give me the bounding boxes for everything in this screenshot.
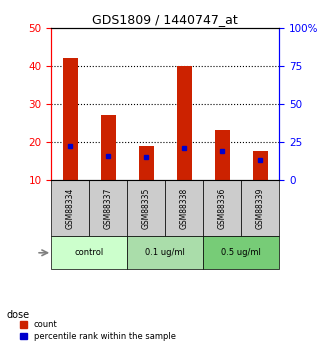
Bar — [241, 180, 279, 236]
Bar — [215, 130, 230, 180]
Bar — [165, 180, 203, 236]
Bar — [101, 115, 116, 180]
Bar — [253, 151, 268, 180]
Bar — [139, 146, 154, 180]
Text: GSM88339: GSM88339 — [256, 187, 265, 229]
Legend: count, percentile rank within the sample: count, percentile rank within the sample — [17, 317, 179, 344]
Bar — [63, 58, 78, 180]
Text: 0.5 ug/ml: 0.5 ug/ml — [221, 248, 261, 257]
Bar — [89, 180, 127, 236]
Text: GSM88335: GSM88335 — [142, 187, 151, 229]
Text: GSM88338: GSM88338 — [180, 188, 189, 229]
Bar — [51, 180, 89, 236]
Bar — [203, 236, 279, 269]
Text: 0.1 ug/ml: 0.1 ug/ml — [145, 248, 185, 257]
Title: GDS1809 / 1440747_at: GDS1809 / 1440747_at — [92, 13, 238, 27]
Bar — [51, 236, 127, 269]
Bar — [127, 236, 203, 269]
Bar — [177, 66, 192, 180]
Bar — [203, 180, 241, 236]
Text: GSM88334: GSM88334 — [66, 187, 75, 229]
Text: control: control — [75, 248, 104, 257]
Bar — [127, 180, 165, 236]
Text: dose: dose — [6, 310, 30, 320]
Text: GSM88337: GSM88337 — [104, 187, 113, 229]
Text: GSM88336: GSM88336 — [218, 187, 227, 229]
